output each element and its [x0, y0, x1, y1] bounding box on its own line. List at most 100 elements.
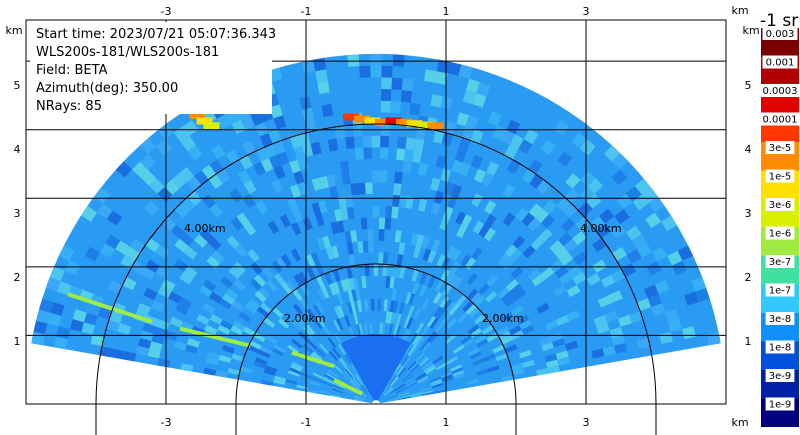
x-unit-bottom: km: [731, 416, 748, 429]
scan-cell: [433, 306, 443, 318]
scan-cell: [401, 78, 414, 92]
scan-cell: [289, 184, 301, 198]
grid-lines: [26, 20, 726, 404]
scan-cell: [277, 318, 290, 329]
scan-cell: [260, 302, 272, 314]
scan-cell: [571, 132, 587, 149]
scan-cell: [504, 244, 518, 258]
scan-cell: [277, 365, 289, 373]
scan-cell: [394, 364, 402, 375]
colorbar-label-bg: [765, 283, 795, 297]
scan-cell: [334, 362, 344, 372]
scan-cell: [467, 324, 480, 335]
scan-cell: [311, 202, 322, 216]
scan-cell: [436, 59, 451, 74]
scan-cell: [94, 187, 111, 204]
range-ring-label: 2.00km: [482, 312, 524, 325]
scan-cell: [445, 333, 457, 344]
scan-cell: [253, 332, 266, 343]
scan-cell: [652, 246, 668, 262]
scan-cell: [421, 390, 434, 395]
colorbar-label: 3e-5: [769, 143, 792, 154]
scan-cell: [201, 179, 216, 195]
scan-cell: [263, 317, 276, 328]
scan-cell: [659, 331, 673, 344]
scan-cell: [408, 293, 416, 306]
scan-cell: [247, 344, 260, 354]
scan-cell: [306, 339, 318, 350]
scan-cell: [90, 334, 104, 347]
scan-cell: [199, 228, 214, 243]
scan-cell: [273, 115, 287, 130]
scan-cell: [424, 224, 434, 238]
scan-cell: [510, 305, 524, 316]
scan-cell: [430, 378, 442, 385]
scan-cell: [378, 252, 384, 265]
scan-cell: [707, 331, 721, 346]
scan-cell: [481, 172, 494, 187]
scan-cell: [226, 235, 240, 249]
scan-cell: [412, 334, 421, 346]
scan-cell: [456, 294, 467, 307]
scan-cell: [207, 236, 222, 251]
scan-cell: [494, 348, 507, 358]
colorbar-label: 1e-8: [769, 343, 792, 354]
scan-cell: [407, 360, 417, 371]
scan-cell: [434, 71, 448, 85]
scan-cell: [125, 246, 141, 261]
scan-cell: [484, 214, 497, 228]
scan-cell: [277, 151, 290, 166]
y-tick-left: 1: [14, 335, 21, 348]
scan-cell: [137, 208, 153, 224]
scan-cell: [399, 266, 406, 279]
scan-cell: [280, 254, 292, 267]
x-tick-top: 3: [583, 5, 590, 18]
scan-cell: [345, 367, 355, 378]
scan-cell: [58, 245, 75, 261]
scan-cell: [140, 137, 157, 154]
scan-cell: [115, 161, 133, 178]
scan-cell: [143, 287, 158, 301]
scan-cell: [393, 183, 402, 196]
scan-cell: [593, 315, 608, 327]
scan-cell: [147, 348, 161, 359]
scan-cell: [250, 262, 263, 275]
scan-cell: [354, 394, 366, 400]
scan-cell: [377, 287, 382, 300]
scan-cell: [274, 273, 286, 286]
scan-cell: [398, 242, 406, 255]
scan-cell: [272, 347, 284, 357]
scan-cell: [332, 281, 341, 295]
scan-cell: [441, 132, 454, 147]
scan-cell: [395, 325, 402, 338]
scan-cell: [426, 315, 436, 328]
scan-cell: [398, 396, 411, 400]
scan-cell: [180, 135, 197, 152]
scan-cell: [293, 170, 305, 185]
scan-cell: [392, 194, 401, 207]
scan-cell: [56, 281, 72, 296]
scan-cell: [381, 65, 393, 78]
scan-cell: [361, 323, 366, 336]
scan-cell: [392, 300, 399, 313]
scan-cell: [247, 298, 260, 311]
scan-cell: [249, 278, 263, 291]
colorbar-label-bg: [765, 312, 795, 325]
scan-cell: [616, 193, 633, 209]
scan-cell: [430, 202, 441, 216]
scan-cell: [552, 284, 567, 297]
scan-cell: [204, 324, 218, 336]
scan-cell: [302, 326, 314, 338]
scan-cell: [45, 276, 61, 292]
scan-cell: [415, 127, 427, 140]
scan-cell: [454, 148, 467, 163]
scan-cell: [331, 245, 339, 259]
scan-cell: [608, 290, 623, 303]
scan-cell: [310, 252, 321, 265]
scan-cell: [528, 340, 542, 350]
scan-cell: [353, 399, 365, 402]
scan-cell: [389, 375, 398, 386]
scan-cell: [431, 239, 441, 253]
scan-cell: [444, 271, 455, 285]
scan-cell: [356, 324, 362, 337]
